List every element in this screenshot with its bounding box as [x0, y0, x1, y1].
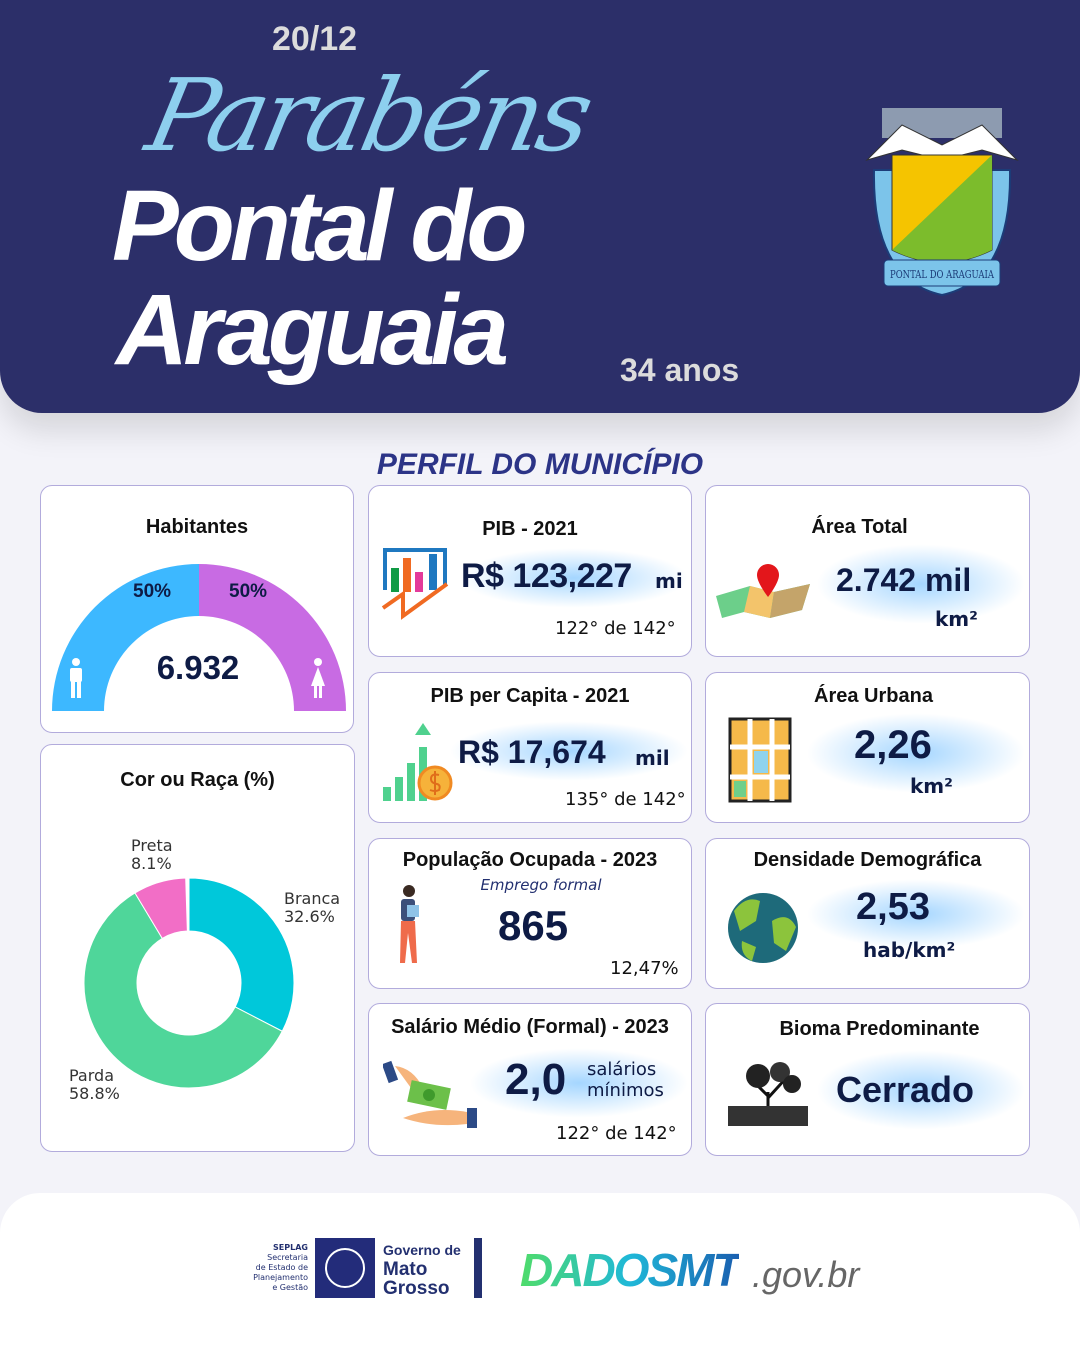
subtitle: Emprego formal	[480, 876, 602, 894]
card-title: Bioma Predominante	[779, 1018, 980, 1040]
money-growth-icon	[383, 723, 453, 801]
chart-title: Cor ou Raça (%)	[120, 769, 275, 791]
growth-chart-icon	[381, 548, 449, 620]
densidade-value: 2,53	[856, 886, 930, 928]
card-title: População Ocupada - 2023	[402, 849, 658, 871]
domain-text: .gov.br	[752, 1254, 860, 1295]
female-pct: 50%	[229, 581, 268, 602]
gov-line: Mato	[383, 1259, 428, 1280]
gender-gauge	[52, 564, 346, 711]
card-title: Área Total	[811, 516, 908, 538]
card-bioma: Bioma Predominante Cerrado	[705, 1003, 1030, 1156]
card-area-total: Área Total 2.742 mil km²	[705, 485, 1030, 657]
mt-state-seal-logo	[315, 1238, 375, 1298]
pib-capita-unit: mil	[635, 746, 670, 770]
population-total: 6.932	[156, 649, 240, 686]
card-pop-ocupada: População Ocupada - 2023 Emprego formal …	[368, 838, 692, 989]
label-name: Parda	[69, 1066, 114, 1085]
footer: SEPLAG Secretaria de Estado de Planejame…	[0, 1193, 1080, 1350]
card-densidade: Densidade Demográfica 2,53 hab/km²	[705, 838, 1030, 989]
male-icon	[70, 658, 82, 698]
gov-line: Grosso	[383, 1278, 450, 1299]
area-total-value: 2.742 mil	[836, 562, 972, 598]
area-total-unit: km²	[935, 607, 978, 631]
pib-unit: mi	[655, 569, 683, 593]
card-title: PIB - 2021	[482, 518, 578, 540]
divider	[474, 1238, 482, 1298]
gauge-female-segment	[199, 564, 346, 711]
label-branca: Branca 32.6%	[284, 889, 341, 927]
seplag-line: Planejamento	[253, 1273, 308, 1282]
script-title: Parabéns	[137, 57, 600, 174]
race-donut-chart	[83, 877, 295, 1089]
card-habitantes: Habitantes 50% 50% 6.932	[40, 485, 354, 733]
seplag-line: SEPLAG	[273, 1243, 308, 1252]
pib-capita-value: R$ 17,674	[458, 734, 606, 770]
title-line2: Araguaia	[116, 274, 509, 386]
label-name: Preta	[131, 836, 173, 855]
dadosmt-logo: DADOSMT	[520, 1244, 741, 1296]
salario-unit: salários mínimos	[587, 1059, 664, 1101]
globe-people-icon	[728, 893, 798, 963]
salario-value: 2,0	[505, 1055, 567, 1104]
worker-woman-icon	[400, 885, 419, 963]
card-title: Densidade Demográfica	[753, 849, 982, 871]
card-pib: PIB - 2021 R$ 123,227 mi 122° de 142°	[368, 485, 692, 657]
pop-ocupada-value: 865	[498, 902, 569, 949]
label-name: Branca	[284, 889, 341, 908]
label-value: 32.6%	[284, 907, 335, 927]
card-area-urbana: Área Urbana 2,26 km²	[705, 672, 1030, 823]
map-pin-icon	[716, 564, 810, 618]
salario-rank: 122° de 142°	[556, 1123, 677, 1144]
anniversary: 34 anos	[620, 352, 740, 388]
card-salario: Salário Médio (Formal) - 2023 2,0 salári…	[368, 1003, 692, 1156]
card-pib-capita: PIB per Capita - 2021 R$ 17,674 mil 135°…	[368, 672, 692, 823]
male-pct: 50%	[133, 581, 172, 602]
unit-line: salários	[587, 1059, 657, 1080]
gov-mt-text: Governo de Mato Grosso	[383, 1241, 461, 1298]
card-title: PIB per Capita - 2021	[430, 685, 630, 707]
date: 20/12	[272, 20, 358, 58]
donut-slice-parda	[83, 892, 283, 1089]
label-preta: Preta 8.1%	[131, 836, 173, 874]
card-cor-raca: Cor ou Raça (%) Branca 32.6% Parda 58.8% P…	[40, 744, 355, 1152]
unit-line: mínimos	[587, 1079, 664, 1101]
pib-capita-rank: 135° de 142°	[565, 789, 686, 810]
label-value: 58.8%	[69, 1084, 120, 1104]
bioma-value: Cerrado	[836, 1069, 975, 1110]
section-title: PERFIL DO MUNICÍPIO	[376, 448, 704, 481]
female-icon	[311, 658, 325, 698]
densidade-unit: hab/km²	[863, 938, 956, 962]
municipal-crest-logo: PONTAL DO ARAGUAIA	[865, 108, 1019, 297]
donut-slice-branca	[188, 877, 295, 1032]
money-hands-icon	[383, 1060, 477, 1128]
crest-text: PONTAL DO ARAGUAIA	[890, 268, 995, 281]
city-map-icon	[728, 717, 792, 803]
title-line1: Pontal do	[112, 170, 528, 282]
label-value: 8.1%	[131, 854, 172, 874]
pop-ocupada-pct: 12,47%	[610, 958, 679, 979]
seplag-line: Secretaria	[267, 1253, 308, 1262]
header-banner: 20/12 Parabéns Pontal do Araguaia 34 ano…	[0, 0, 1080, 413]
donut-slice-preta	[134, 877, 188, 940]
card-title: Área Urbana	[814, 685, 933, 707]
card-title: Habitantes	[145, 516, 249, 538]
area-urbana-unit: km²	[910, 774, 953, 798]
area-urbana-value: 2,26	[854, 723, 932, 767]
pib-value: R$ 123,227	[461, 557, 632, 595]
gov-line: Governo de	[383, 1242, 461, 1258]
seplag-text: SEPLAG Secretaria de Estado de Planejame…	[236, 1243, 308, 1293]
pib-rank: 122° de 142°	[555, 618, 676, 639]
seplag-line: e Gestão	[272, 1283, 308, 1292]
gauge-male-segment	[52, 564, 199, 711]
label-parda: Parda 58.8%	[69, 1066, 120, 1104]
seplag-line: de Estado de	[255, 1263, 308, 1272]
card-title: Salário Médio (Formal) - 2023	[391, 1016, 669, 1038]
cerrado-tree-icon	[728, 1062, 808, 1126]
